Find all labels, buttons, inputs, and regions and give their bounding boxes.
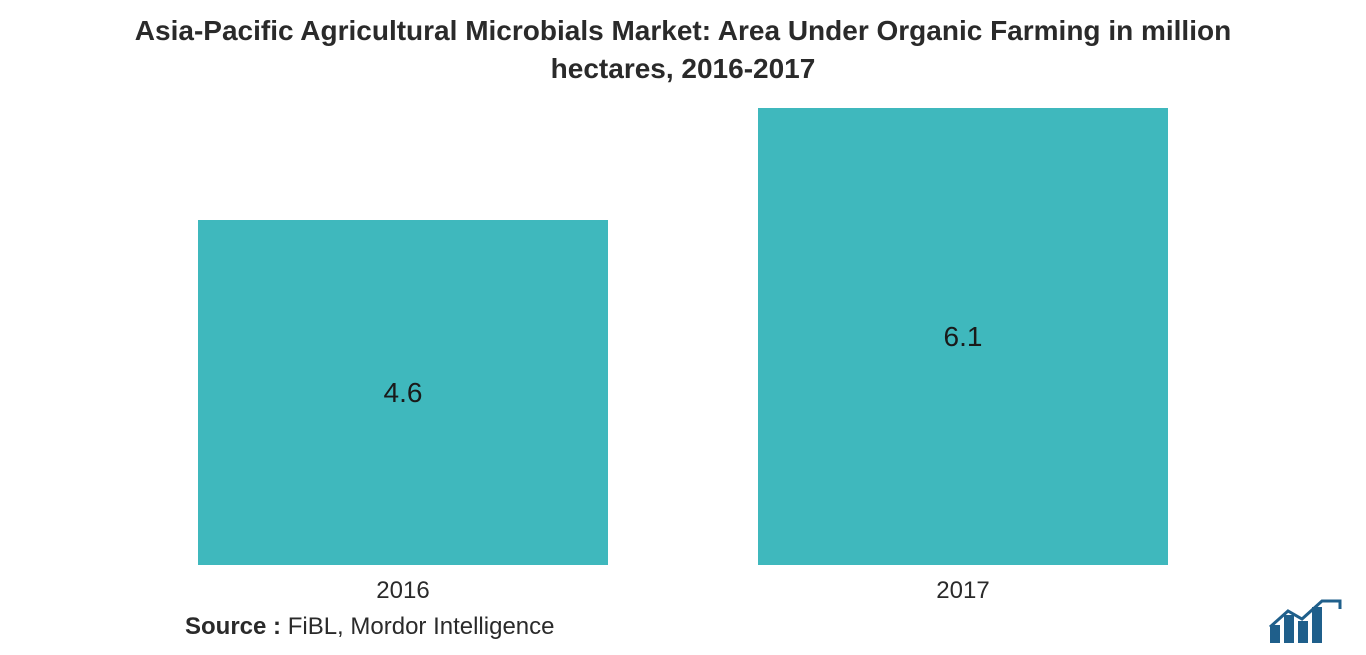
source-prefix: Source : <box>185 613 281 640</box>
bar-value-2016: 4.6 <box>384 377 423 409</box>
source-text: FiBL, Mordor Intelligence <box>281 613 554 640</box>
x-axis-labels: 2016 2017 <box>0 577 1366 605</box>
x-label-2017: 2017 <box>758 577 1168 605</box>
chart-title: Asia-Pacific Agricultural Microbials Mar… <box>0 12 1366 88</box>
chart-plot-area: 4.6 6.1 <box>0 108 1366 565</box>
bar-2017: 6.1 <box>758 108 1168 565</box>
bar-2016: 4.6 <box>198 220 608 565</box>
mordor-logo-icon <box>1268 597 1346 645</box>
bars-group: 4.6 6.1 <box>0 108 1366 565</box>
bar-wrap-2017: 6.1 <box>758 108 1168 565</box>
source-line: Source : FiBL, Mordor Intelligence <box>185 613 555 641</box>
bar-value-2017: 6.1 <box>944 321 983 353</box>
chart-container: Asia-Pacific Agricultural Microbials Mar… <box>0 0 1366 655</box>
x-label-2016: 2016 <box>198 577 608 605</box>
bar-wrap-2016: 4.6 <box>198 220 608 565</box>
